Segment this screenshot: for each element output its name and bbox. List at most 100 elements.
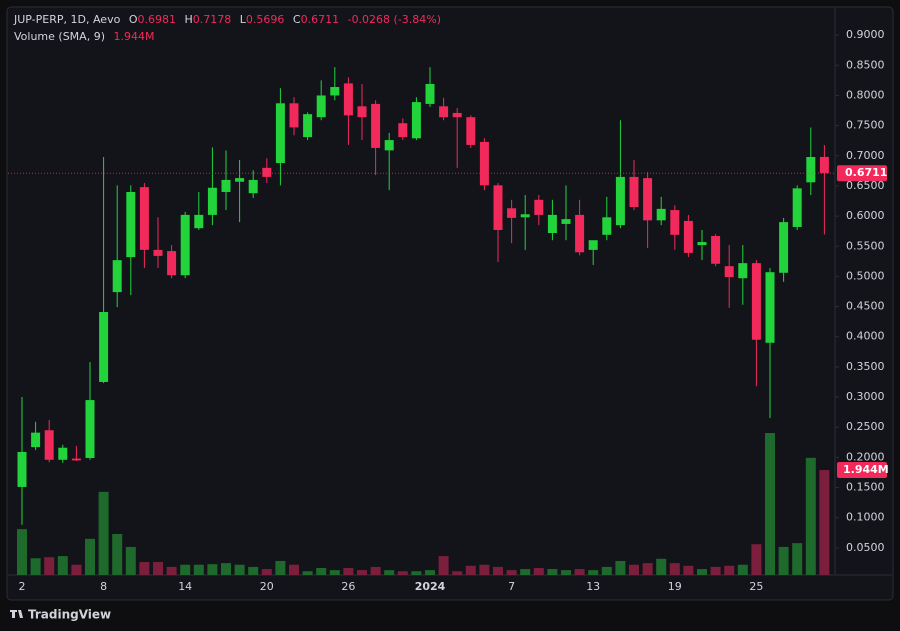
candle-body <box>235 178 245 182</box>
candle-body <box>262 167 272 177</box>
last-price-label: 0.6711 <box>845 166 887 179</box>
volume-legend-value: 1.944M <box>113 30 154 43</box>
y-tick-label: 0.5500 <box>846 239 885 252</box>
legend-change: -0.0268 (-3.84%) <box>348 13 441 26</box>
volume-bar <box>221 563 231 575</box>
volume-bar <box>601 566 612 575</box>
x-tick-label: 13 <box>586 580 600 593</box>
volume-bar <box>357 570 367 575</box>
y-tick-label: 0.0500 <box>846 541 885 554</box>
candle-body <box>493 185 503 230</box>
candle-body <box>180 214 190 276</box>
volume-bar <box>765 433 775 575</box>
legend-key: O <box>129 13 138 26</box>
candle-body <box>17 451 27 487</box>
volume-bar <box>275 560 286 575</box>
candle-body <box>330 87 340 96</box>
y-tick-label: 0.8500 <box>846 58 885 71</box>
volume-bar <box>139 562 150 575</box>
x-tick-label: 7 <box>508 580 515 593</box>
candle-body <box>534 199 544 215</box>
candle-body <box>357 106 367 118</box>
candle-body <box>248 179 258 194</box>
volume-legend-name: Volume (SMA, 9) <box>14 30 105 43</box>
volume-bar <box>411 571 422 575</box>
candle-body <box>398 123 408 138</box>
volume-bar <box>57 556 68 575</box>
x-tick-label: 20 <box>260 580 274 593</box>
candle-body <box>547 214 557 233</box>
volume-bar <box>71 564 82 575</box>
candle-body <box>71 458 81 461</box>
volume-bar <box>370 566 381 575</box>
y-tick-label: 0.9000 <box>846 28 885 41</box>
candle-body <box>85 400 95 458</box>
volume-bar <box>819 470 830 575</box>
legend-key: C <box>293 13 301 26</box>
y-tick-label: 0.4000 <box>846 330 885 343</box>
y-tick-label: 0.1500 <box>846 481 885 494</box>
volume-bar <box>533 567 544 575</box>
x-tick-label: 2024 <box>415 580 446 593</box>
y-tick-label: 0.6000 <box>846 209 885 222</box>
volume-bar <box>17 529 27 575</box>
volume-bar <box>792 543 803 575</box>
candle-body <box>711 236 721 264</box>
volume-bar <box>44 557 55 575</box>
y-tick-label: 0.2500 <box>846 420 885 433</box>
y-tick-label: 0.3000 <box>846 390 885 403</box>
x-tick-label: 25 <box>749 580 763 593</box>
volume-bar <box>30 558 41 575</box>
brand: TradingView <box>28 608 111 622</box>
x-tick-label: 19 <box>668 580 682 593</box>
candle-body <box>779 222 789 273</box>
candle-body <box>425 84 435 104</box>
volume-bar <box>234 564 245 575</box>
x-tick-label: 2 <box>19 580 26 593</box>
candle-body <box>751 263 761 340</box>
volume-legend: Volume (SMA, 9) 1.944M <box>14 30 154 43</box>
candle-body <box>575 214 585 253</box>
candle-body <box>153 249 163 256</box>
candle-body <box>806 156 816 183</box>
volume-bar <box>588 570 599 575</box>
volume-bar <box>384 570 395 575</box>
volume-bar <box>207 564 218 575</box>
volume-bar <box>724 565 735 575</box>
y-tick-label: 0.7500 <box>846 119 885 132</box>
candle-body <box>697 242 707 246</box>
y-tick-label: 0.7000 <box>846 149 885 162</box>
candle-body <box>643 178 653 221</box>
candle-body <box>207 187 217 215</box>
legend-value: 0.5696 <box>246 13 285 26</box>
volume-bar <box>289 564 299 575</box>
candle-body <box>126 191 136 258</box>
candle-body <box>371 103 381 148</box>
candle-body <box>58 447 68 460</box>
candle-body <box>656 208 666 221</box>
volume-bar <box>615 560 626 575</box>
volume-bar <box>193 564 204 575</box>
volume-bar <box>261 569 272 575</box>
volume-bar <box>85 538 95 575</box>
candle-body <box>602 217 612 235</box>
volume-bar <box>125 546 136 575</box>
candle-body <box>343 83 353 116</box>
legend-title: JUP-PERP, 1D, Aevo <box>13 13 121 26</box>
candle-body <box>520 214 530 218</box>
candle-body <box>452 112 462 118</box>
candle-body <box>819 156 829 174</box>
y-tick-label: 0.5000 <box>846 269 885 282</box>
volume-bar <box>710 566 721 575</box>
volume-bar <box>329 570 340 575</box>
legend-key: L <box>240 13 247 26</box>
candle-body <box>139 187 149 250</box>
y-tick-label: 0.1000 <box>846 511 885 524</box>
volume-bar <box>669 563 680 575</box>
volume-bar <box>112 533 123 575</box>
candle-body <box>765 272 775 343</box>
volume-bar <box>547 569 558 575</box>
volume-bar <box>805 457 816 575</box>
volume-bar <box>343 567 354 575</box>
